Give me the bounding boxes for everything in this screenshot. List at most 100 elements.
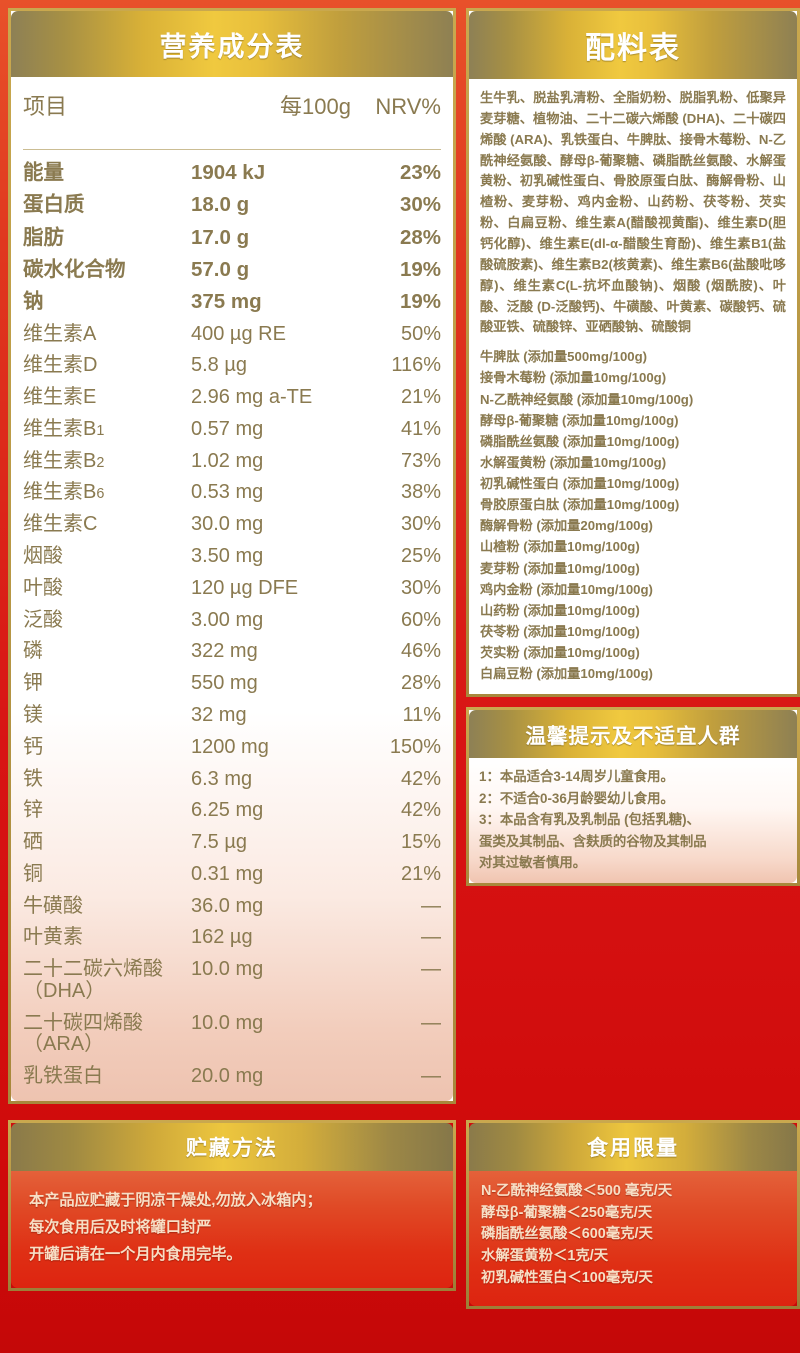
ingredients-title: 配料表	[469, 11, 797, 79]
nutrient-nrv: —	[421, 1011, 441, 1034]
nutrient-name: 钾	[23, 672, 43, 695]
tips-list: 1：本品适合3-14周岁儿童食用。 2：不适合0-36月龄婴幼儿食用。 3：本品含有…	[479, 766, 787, 873]
list-item: 水解蛋黄粉 (添加量10mg/100g)	[480, 454, 667, 470]
nutrient-value: 0.57 mg	[191, 417, 264, 440]
table-row: 铁 6.3 mg 42%	[23, 763, 441, 795]
nutrient-value: 162 µg	[191, 926, 253, 949]
nutrition-header-row: 项目 每100g NRV%	[23, 83, 441, 132]
limits-panel: 食用限量 N-乙酰神经氨酸＜500 毫克/天 酵母β-葡聚糖＜250毫克/天 磷脂酰…	[466, 1119, 800, 1310]
ingredients-body: 生牛乳、脱盐乳清粉、全脂奶粉、脱脂乳粉、低聚异麦芽糖、植物油、二十二碳六烯酸 (…	[469, 79, 797, 695]
list-item: 对其过敏者慎用。	[479, 855, 587, 871]
table-row: 维生素E 2.96 mg a-TE 21%	[23, 382, 441, 414]
nutrient-nrv: 15%	[400, 831, 441, 854]
list-item: 3：本品含有乳及乳制品 (包括乳糖)、	[479, 812, 700, 828]
nutrient-value: 17.0 g	[191, 225, 250, 249]
nutrient-name: 钠	[23, 290, 44, 314]
nutrient-value: 10.0 mg	[191, 958, 264, 981]
table-row: 镁 32 mg 11%	[23, 700, 441, 732]
nutrient-nrv: 21%	[400, 386, 441, 409]
nutrient-name: 叶黄素	[23, 926, 83, 949]
tips-body: 1：本品适合3-14周岁儿童食用。 2：不适合0-36月龄婴幼儿食用。 3：本品含有…	[469, 758, 797, 883]
nutrition-table-body: 能量 1904 kJ 23% 蛋白质 18.0 g 30% 脂肪 17.0 g 28% 碳水化合物…	[23, 150, 441, 1093]
nutrient-name: 脂肪	[23, 225, 64, 249]
nutrient-value: 30.0 mg	[191, 513, 264, 536]
nutrient-value: 120 µg DFE	[191, 576, 299, 599]
nutrient-value: 375 mg	[191, 290, 262, 314]
bottom-section: 贮藏方法 本产品应贮藏于阴凉干燥处,勿放入冰箱内； 每次食用后及时将罐口封严 开罐后…	[8, 1119, 800, 1310]
nutrition-table: 项目 每100g NRV% 能量 1904 kJ 23% 蛋白质 18.0 g 30% 脂肪…	[23, 83, 441, 1093]
nutrient-value: 0.31 mg	[191, 862, 264, 885]
nutrition-table-head: 项目 每100g NRV%	[23, 83, 441, 150]
nutrient-nrv: 19%	[399, 257, 441, 281]
ingredients-text: 生牛乳、脱盐乳清粉、全脂奶粉、脱脂乳粉、低聚异麦芽糖、植物油、二十二碳六烯酸 (…	[480, 90, 786, 335]
nutrient-nrv: 30%	[399, 193, 441, 217]
nutrient-nrv: 25%	[400, 545, 441, 568]
list-item: 初乳碱性蛋白 (添加量10mg/100g)	[480, 476, 680, 492]
nutrient-value: 322 mg	[191, 640, 258, 663]
nutrient-name: 钙	[23, 735, 43, 758]
nutrient-nrv: 38%	[400, 481, 441, 504]
list-item: 酵母β-葡聚糖 (添加量10mg/100g)	[480, 412, 679, 428]
list-item: N-乙酰神经氨酸＜500 毫克/天	[481, 1182, 673, 1199]
nutrient-nrv: 46%	[400, 640, 441, 663]
addition-amounts-list: 牛脾肽 (添加量500mg/100g) 接骨木莓粉 (添加量10mg/100g) N…	[480, 346, 786, 684]
nutrient-value: 3.50 mg	[191, 545, 264, 568]
tips-panel: 温馨提示及不适宜人群 1：本品适合3-14周岁儿童食用。 2：不适合0-36月龄婴…	[466, 707, 800, 886]
nutrient-value: 550 mg	[191, 672, 258, 695]
table-row: 锌 6.25 mg 42%	[23, 795, 441, 827]
nutrient-value: 7.5 µg	[191, 831, 248, 854]
table-row: 钾 550 mg 28%	[23, 668, 441, 700]
table-row: 钠 375 mg 19%	[23, 286, 441, 318]
storage-line: 每次食用后及时将罐口封严	[29, 1218, 212, 1236]
table-row: 二十二碳六烯酸（DHA） 10.0 mg —	[23, 954, 441, 1007]
list-item: 初乳碱性蛋白＜100毫克/天	[481, 1270, 653, 1287]
nutrient-value: 57.0 g	[191, 257, 250, 281]
nutrient-name: 维生素C	[23, 513, 98, 536]
table-row: 维生素C 30.0 mg 30%	[23, 509, 441, 541]
nutrient-nrv: 19%	[399, 290, 441, 314]
tips-title: 温馨提示及不适宜人群	[469, 710, 797, 759]
list-item: 磷脂酰丝氨酸 (添加量10mg/100g)	[480, 433, 680, 449]
nutrient-nrv: 11%	[402, 703, 441, 726]
list-item: 芡实粉 (添加量10mg/100g)	[480, 645, 640, 661]
list-item: 水解蛋黄粉＜1克/天	[481, 1248, 609, 1265]
nutrient-value: 18.0 g	[191, 193, 250, 217]
table-row: 维生素B6 0.53 mg 38%	[23, 477, 441, 509]
nutrient-name: 蛋白质	[23, 193, 85, 217]
list-item: 白扁豆粉 (添加量10mg/100g)	[480, 666, 653, 682]
nutrient-nrv: 42%	[400, 767, 441, 790]
list-item: 酶解骨粉 (添加量20mg/100g)	[480, 518, 653, 534]
table-row: 维生素A 400 µg RE 50%	[23, 318, 441, 350]
storage-body: 本产品应贮藏于阴凉干燥处,勿放入冰箱内； 每次食用后及时将罐口封严 开罐后请在一个月…	[11, 1170, 453, 1288]
nutrient-name: 维生素D	[23, 354, 98, 377]
table-row: 维生素B1 0.57 mg 41%	[23, 414, 441, 446]
table-row: 乳铁蛋白 20.0 mg —	[23, 1061, 441, 1093]
list-item: 1：本品适合3-14周岁儿童食用。	[479, 769, 674, 785]
nutrient-name: 能量	[23, 161, 64, 184]
nutrient-value: 3.00 mg	[191, 608, 264, 631]
ingredients-panel: 配料表 生牛乳、脱盐乳清粉、全脂奶粉、脱脂乳粉、低聚异麦芽糖、植物油、二十二碳六…	[466, 8, 800, 698]
nutrient-value: 0.53 mg	[191, 481, 264, 504]
list-item: 2：不适合0-36月龄婴幼儿食用。	[479, 790, 674, 806]
list-item: 山药粉 (添加量10mg/100g)	[480, 602, 640, 618]
nutrient-nrv: 60%	[400, 608, 441, 631]
storage-line: 本产品应贮藏于阴凉干燥处,勿放入冰箱内；	[29, 1191, 322, 1209]
nutrient-name: 维生素B6	[23, 481, 105, 504]
nutrient-value: 6.3 mg	[191, 767, 253, 790]
table-row: 蛋白质 18.0 g 30%	[23, 189, 441, 221]
nutrient-name: 维生素A	[23, 322, 97, 345]
table-row: 能量 1904 kJ 23%	[23, 150, 441, 190]
nutrient-value: 32 mg	[191, 703, 247, 726]
nutrient-value: 10.0 mg	[191, 1011, 264, 1034]
table-row: 铜 0.31 mg 21%	[23, 859, 441, 891]
storage-title: 贮藏方法	[11, 1122, 453, 1171]
left-column: 营养成分表 项目 每100g NRV% 能量 1904 kJ 23% 蛋白质 18.0 …	[8, 8, 456, 1114]
limits-body: N-乙酰神经氨酸＜500 毫克/天 酵母β-葡聚糖＜250毫克/天 磷脂酰丝氨酸＜6…	[469, 1170, 797, 1307]
table-row: 钙 1200 mg 150%	[23, 732, 441, 764]
nutrient-name: 烟酸	[23, 545, 63, 568]
right-column: 配料表 生牛乳、脱盐乳清粉、全脂奶粉、脱脂乳粉、低聚异麦芽糖、植物油、二十二碳六…	[466, 8, 800, 886]
nutrient-name: 二十碳四烯酸（ARA）	[23, 1011, 143, 1056]
table-row: 叶酸 120 µg DFE 30%	[23, 573, 441, 605]
table-row: 维生素B2 1.02 mg 73%	[23, 446, 441, 478]
